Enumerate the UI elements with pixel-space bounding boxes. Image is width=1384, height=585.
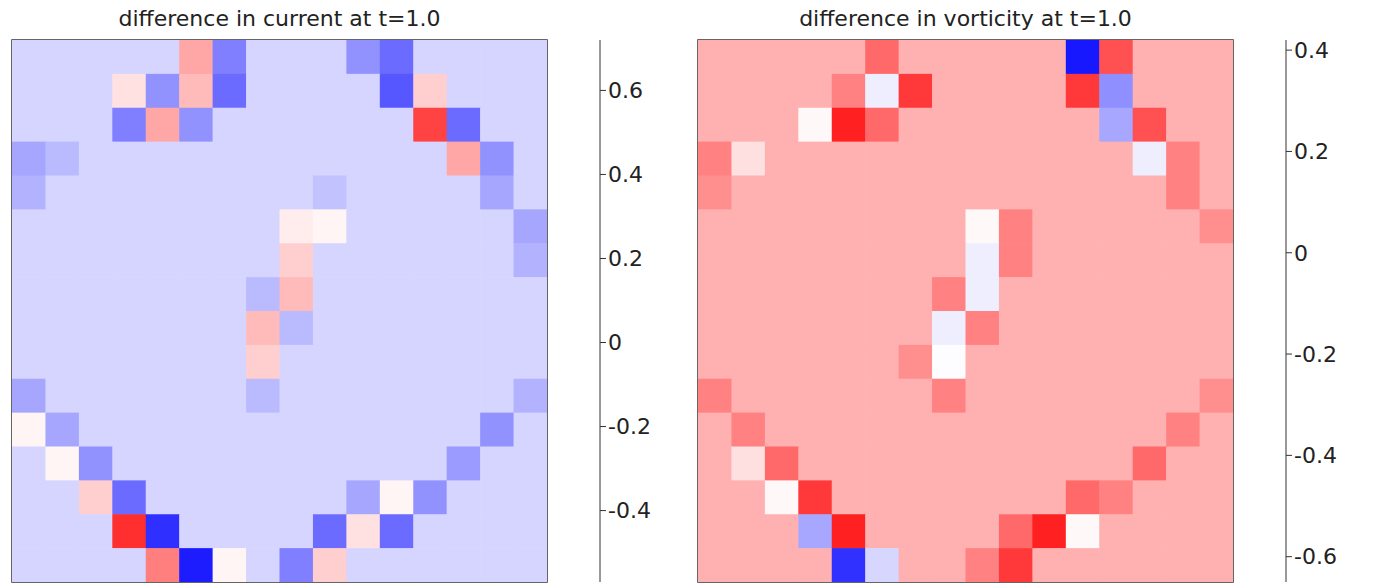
svg-text:0: 0 [608,330,622,355]
svg-text:-0.2: -0.2 [608,414,651,439]
svg-text:-0.2: -0.2 [1294,342,1337,367]
svg-text:0: 0 [1294,241,1308,266]
svg-text:-0.4: -0.4 [608,498,651,523]
svg-text:-0.6: -0.6 [1294,544,1337,569]
svg-text:0.4: 0.4 [608,162,643,187]
svg-text:0.4: 0.4 [1294,38,1329,63]
svg-text:0.2: 0.2 [608,246,643,271]
html-text:difference in vorticity at t=1: difference in vorticity at t=1.0 [799,6,1132,31]
html-text:difference in current at t=1.0: difference in current at t=1.0 [118,6,441,31]
svg-text:0.6: 0.6 [608,78,643,103]
svg-text:0.2: 0.2 [1294,139,1329,164]
svg-text:-0.4: -0.4 [1294,443,1337,468]
